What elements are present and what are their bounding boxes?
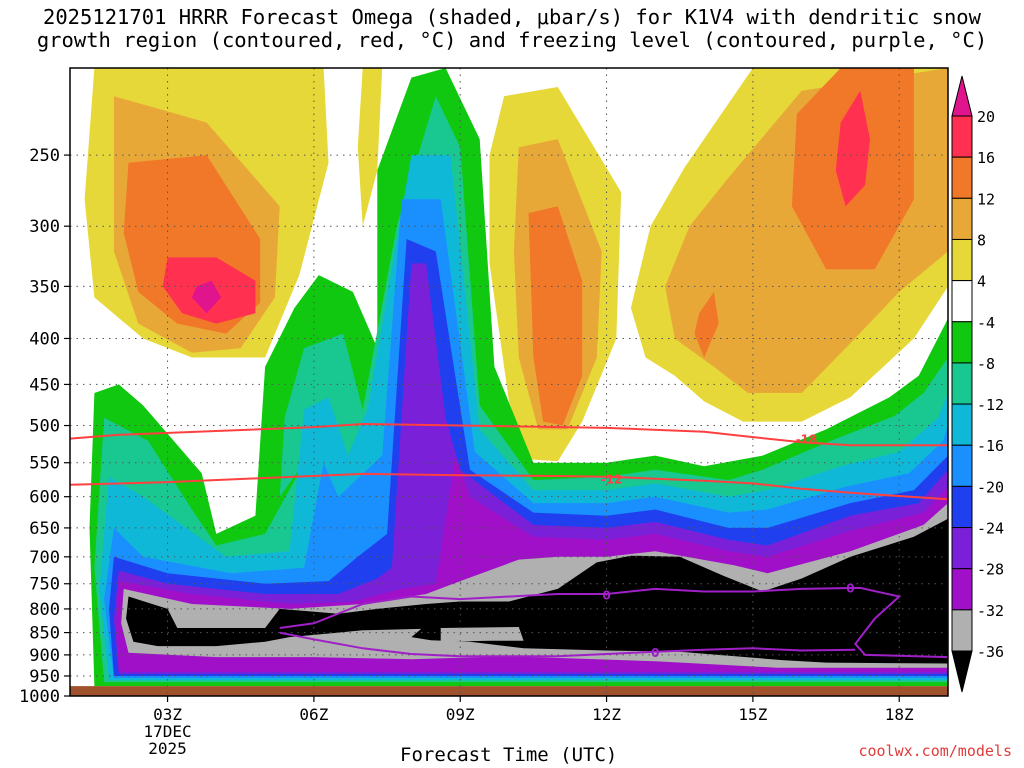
y-tick-label: 750: [29, 575, 60, 595]
y-tick-label: 550: [29, 454, 60, 474]
y-tick-label: 950: [29, 667, 60, 687]
colorbar-label: 4: [977, 273, 986, 291]
y-tick-label: 1000: [19, 687, 60, 707]
colorbar-top-arrow: [951, 75, 973, 117]
y-tick-label: 800: [29, 600, 60, 620]
colorbar-cell: [951, 609, 973, 652]
title-line-2: growth region (contoured, red, °C) and f…: [36, 28, 988, 52]
colorbar-label: 20: [977, 108, 995, 126]
colorbar-label: -28: [977, 561, 1004, 579]
colorbar-label: -4: [977, 314, 995, 332]
colorbar-label: -16: [977, 437, 1004, 455]
colorbar-cell: [951, 115, 973, 158]
omega-region: [191, 280, 222, 314]
colorbar: 20 16 12 8 4 -4 -8 -12 -16 -20 -24 -28 -32 -36: [951, 75, 1004, 693]
colorbar-cell: [951, 403, 973, 446]
y-tick-label: 900: [29, 646, 60, 666]
omega-region: [357, 68, 383, 227]
y-tick-label: 700: [29, 548, 60, 568]
omega-region: [694, 291, 719, 358]
grid-lines: [70, 68, 948, 697]
contour-label: 0: [602, 589, 610, 603]
colorbar-cell: [951, 280, 973, 323]
y-tick-label: 350: [29, 277, 60, 297]
omega-region: [440, 627, 524, 642]
y-tick-label: 600: [29, 488, 60, 508]
contour-line: [279, 631, 856, 658]
x-tick-label: 09Z: [446, 705, 475, 724]
y-tick-label: 400: [29, 329, 60, 349]
y-tick-label: 450: [29, 375, 60, 395]
contour-line: [70, 422, 948, 447]
contour-line: [279, 586, 948, 659]
colorbar-label: -20: [977, 478, 1004, 496]
contour-label: -12: [601, 473, 623, 487]
omega-shading: [84, 68, 948, 687]
colorbar-label: 12: [977, 190, 995, 208]
colorbar-cell: [951, 197, 973, 240]
y-tick-label: 250: [29, 146, 60, 166]
omega-region: [528, 206, 583, 426]
colorbar-label: -36: [977, 643, 1004, 661]
y-axis: 2503003504004505005506006507007508008509…: [19, 146, 70, 707]
colorbar-cell: [951, 156, 973, 199]
contour-label: 0: [846, 581, 854, 595]
y-tick-label: 650: [29, 519, 60, 539]
title-line-1: 2025121701 HRRR Forecast Omega (shaded, …: [43, 5, 981, 29]
colorbar-cell: [951, 527, 973, 570]
colorbar-label: -12: [977, 396, 1004, 414]
contour-label: 0: [651, 646, 659, 660]
contour-label: -18: [796, 433, 818, 447]
colorbar-cell: [951, 321, 973, 364]
colorbar-cell: [951, 362, 973, 405]
x-tick-label: 06Z: [299, 705, 328, 724]
colorbar-bottom-arrow: [951, 650, 973, 693]
date-label: 2025: [148, 739, 187, 758]
omega-region: [126, 518, 948, 664]
date-label: 17DEC: [143, 722, 191, 741]
omega-region: [835, 90, 870, 207]
colorbar-cell: [951, 485, 973, 529]
colorbar-cell: [951, 238, 973, 282]
x-axis-label: Forecast Time (UTC): [400, 744, 618, 766]
x-tick-label: 15Z: [738, 705, 767, 724]
colorbar-cell: [951, 568, 973, 611]
colorbar-label: -32: [977, 602, 1004, 620]
x-tick-label: 03Z: [153, 705, 182, 724]
terrain-band: [70, 686, 948, 696]
x-tick-label: 18Z: [885, 705, 914, 724]
plot-frame: [69, 67, 949, 697]
credit-text: coolwx.com/models: [858, 742, 1012, 760]
colorbar-cell: [951, 444, 973, 487]
colorbar-label: 16: [977, 149, 995, 167]
chart-title: 2025121701 HRRR Forecast Omega (shaded, …: [0, 6, 1024, 52]
y-tick-label: 500: [29, 417, 60, 437]
colorbar-label: -24: [977, 520, 1004, 538]
colorbar-label: 8: [977, 231, 986, 249]
x-tick-label: 12Z: [592, 705, 621, 724]
temperature-contours: -18 -12 0 0 0: [70, 422, 948, 660]
y-tick-label: 850: [29, 624, 60, 644]
y-tick-label: 300: [29, 217, 60, 237]
colorbar-label: -8: [977, 355, 995, 373]
contour-line: [70, 472, 948, 501]
